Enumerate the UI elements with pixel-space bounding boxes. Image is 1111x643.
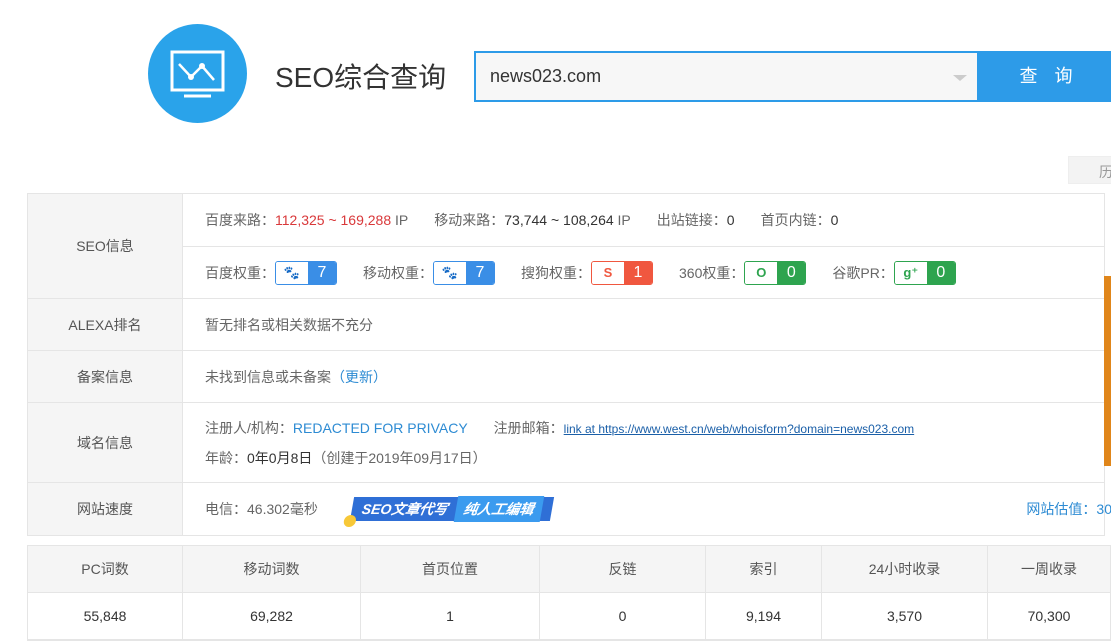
- registrant: REDACTED FOR PRIVACY: [292, 419, 468, 436]
- dropdown-caret-icon[interactable]: [953, 75, 967, 81]
- history-button[interactable]: 历: [1068, 156, 1111, 184]
- weight-value: 0: [777, 261, 806, 284]
- weight-value: 1: [624, 261, 652, 284]
- query-button[interactable]: 查 询: [979, 51, 1111, 102]
- row-label: ALEXA排名: [28, 299, 183, 350]
- column-header: 首页位置: [361, 546, 540, 593]
- alexa-value: 暂无排名或相关数据不充分: [205, 316, 373, 333]
- monitor-chart-icon: [170, 50, 225, 98]
- baidu-traffic: 112,325 ~ 169,288: [275, 212, 392, 228]
- age-label: 年龄：: [205, 449, 247, 466]
- column-header: 24小时收录: [822, 546, 988, 593]
- weight-value: 7: [308, 261, 336, 284]
- paw-icon: 🐾: [276, 261, 308, 284]
- outlinks-label: 出站链接：: [656, 212, 727, 228]
- promo-text: 纯人工编辑: [453, 496, 544, 522]
- stat-value: 69,282: [183, 593, 361, 640]
- weight-badge[interactable]: 🐾 7: [275, 260, 337, 285]
- history-label: 历: [1099, 164, 1111, 180]
- paw-icon: 🐾: [434, 261, 466, 284]
- weight-label: 谷歌PR：: [832, 264, 894, 281]
- stat-value: 0: [540, 593, 706, 640]
- domain-search-input[interactable]: news023.com: [474, 51, 979, 102]
- created-date: （创建于2019年09月17日）: [312, 449, 487, 466]
- weight-label: 360权重：: [679, 264, 745, 281]
- baidu-traffic-label: 百度来路：: [205, 212, 275, 228]
- side-float-tab[interactable]: [1104, 276, 1111, 466]
- outlinks: 0: [726, 212, 735, 228]
- site-estimate-link[interactable]: 网站估值：30: [1026, 501, 1111, 517]
- google-plus-icon: g⁺: [894, 261, 927, 284]
- seo-info-table: SEO信息 百度来路： 112,325 ~ 169,288 IP 移动来路： 73,…: [27, 193, 1111, 536]
- inlinks: 0: [830, 212, 839, 228]
- seo-row: SEO信息 百度来路： 112,325 ~ 169,288 IP 移动来路： 73,…: [28, 194, 1104, 299]
- icp-value: 未找到信息或未备案: [205, 368, 331, 385]
- row-label: 备案信息: [28, 351, 183, 402]
- weight-value: 0: [926, 261, 955, 284]
- registrant-label: 注册人/机构：: [205, 419, 293, 436]
- update-link[interactable]: （更新）: [331, 368, 387, 385]
- column-header: 反链: [540, 546, 706, 593]
- stats-table: PC词数 移动词数 首页位置 反链 索引 24小时收录 一周收录 55,848 69,282 1 0…: [27, 545, 1111, 641]
- search-value[interactable]: news023.com: [490, 66, 602, 86]
- page-title: SEO综合查询: [275, 62, 447, 93]
- column-header: 一周收录: [988, 546, 1111, 593]
- 360-icon: O: [745, 261, 778, 284]
- age: 0年0月8日: [247, 449, 313, 466]
- row-label: 域名信息: [28, 403, 183, 482]
- mobile-traffic-label: 移动来路：: [434, 212, 505, 228]
- email-label: 注册邮箱：: [493, 419, 564, 436]
- row-label: SEO信息: [28, 194, 183, 298]
- weight-value: 7: [466, 261, 494, 284]
- whois-link[interactable]: link at https://www.west.cn/web/whoisfor…: [563, 421, 915, 436]
- column-header: PC词数: [28, 546, 183, 593]
- row-label: 网站速度: [28, 483, 183, 535]
- stat-value: 55,848: [28, 593, 183, 640]
- sogou-icon: S: [592, 261, 624, 284]
- weight-badge[interactable]: g⁺ 0: [893, 260, 956, 285]
- weight-label: 移动权重：: [363, 264, 433, 281]
- weight-label: 搜狗权重：: [521, 264, 591, 281]
- inlinks-label: 首页内链：: [760, 212, 831, 228]
- weight-badge[interactable]: 🐾 7: [433, 260, 495, 285]
- stat-value: 1: [361, 593, 540, 640]
- telecom-speed: 电信：46.302毫秒: [205, 501, 318, 517]
- stat-value: 70,300: [988, 593, 1111, 640]
- mobile-traffic: 73,744 ~ 108,264: [504, 212, 614, 228]
- weight-label: 百度权重：: [205, 264, 275, 281]
- stat-value: 3,570: [822, 593, 988, 640]
- unit: IP: [617, 212, 631, 228]
- seo-logo: [148, 24, 247, 123]
- column-header: 移动词数: [183, 546, 361, 593]
- promo-text: SEO文章代写: [360, 501, 449, 517]
- promo-banner[interactable]: SEO文章代写 纯人工编辑: [342, 496, 554, 527]
- stat-value: 9,194: [706, 593, 822, 640]
- column-header: 索引: [706, 546, 822, 593]
- unit: IP: [395, 212, 409, 228]
